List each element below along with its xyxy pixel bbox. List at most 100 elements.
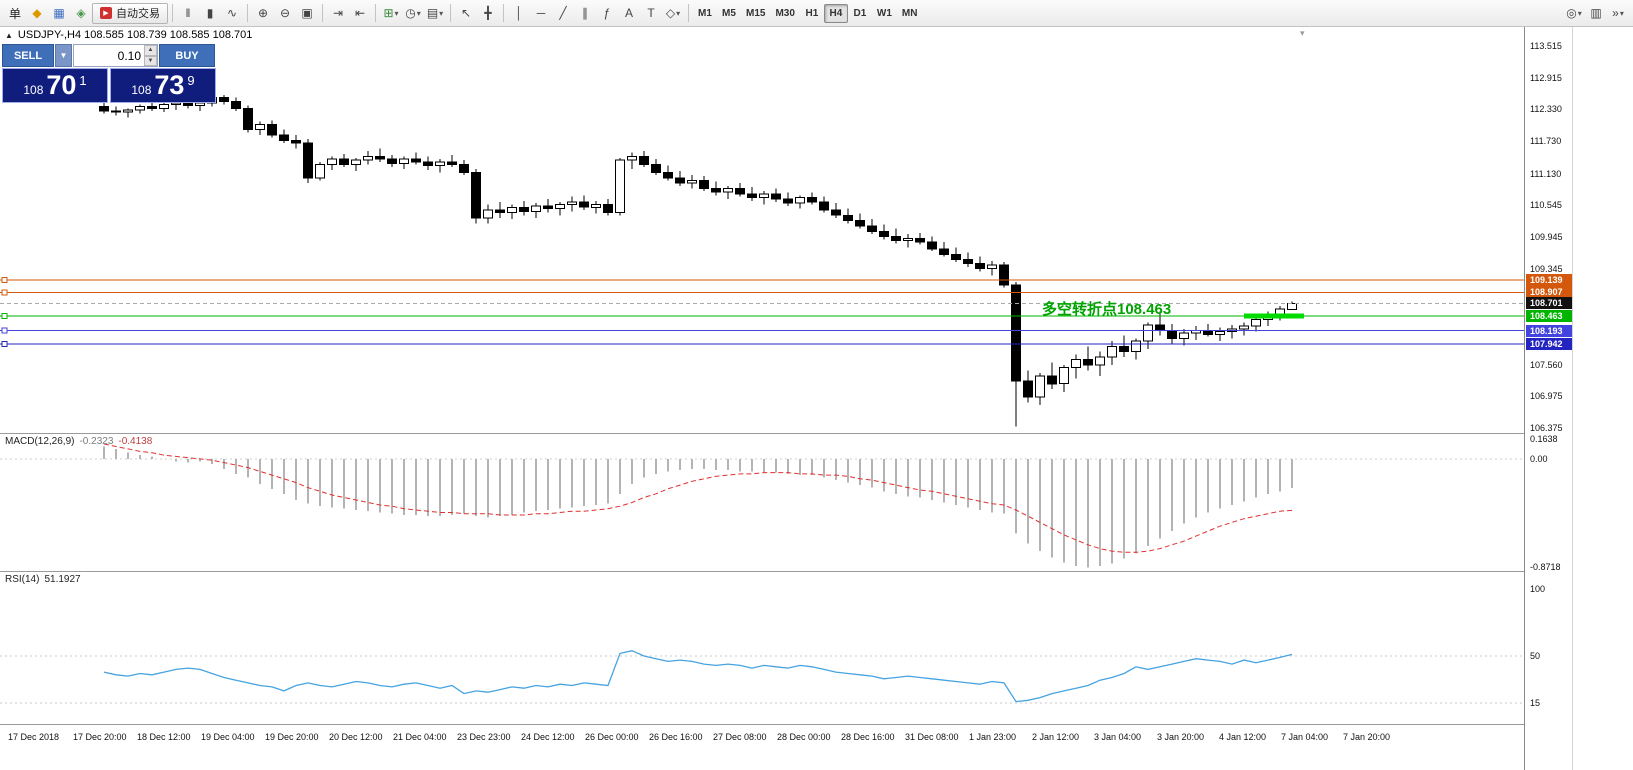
rsi-indicator-label: RSI(14) 51.1927 (5, 574, 81, 585)
volume-input[interactable] (74, 45, 157, 66)
window-list-button[interactable]: ▥ (1585, 3, 1607, 24)
price-scale-label: 112.915 (1530, 73, 1562, 84)
time-axis-label: 27 Dec 08:00 (713, 732, 767, 742)
navigator-icon[interactable]: ◈ (70, 3, 92, 24)
arrows-button[interactable]: ◇ ▾ (662, 3, 684, 24)
bar-chart-icon-glyph: ‖ (185, 6, 191, 20)
volume-spinner: ▲ ▼ (144, 45, 157, 66)
time-axis-label: 26 Dec 16:00 (649, 732, 703, 742)
rsi-plot[interactable] (0, 572, 1524, 724)
chart-window[interactable]: ▲ USDJPY-,H4 108.585 108.739 108.585 108… (0, 27, 1633, 770)
navigator-icon-glyph: ◈ (76, 6, 86, 20)
sell-price-sup: 1 (79, 73, 87, 88)
auto-scroll-icon[interactable]: ⇥ (327, 3, 349, 24)
trendline-icon[interactable]: ╱ (552, 3, 574, 24)
timeframe-h4-button[interactable]: H4 (823, 3, 848, 23)
panel-separator-macd-rsi[interactable] (0, 571, 1572, 572)
macd-scale-label: 0.1638 (1530, 433, 1558, 444)
toolbar-separator (247, 4, 248, 22)
timeframe-m5-button[interactable]: M5 (722, 7, 736, 19)
rsi-value: 51.1927 (44, 574, 81, 585)
text-icon[interactable]: A (618, 3, 640, 24)
timeframe-h1-button[interactable]: H1 (805, 7, 819, 19)
charts-icon[interactable]: ◆ (26, 3, 48, 24)
line-chart-icon[interactable]: ∿ (221, 3, 243, 24)
price-axis[interactable]: 113.515 112.915 112.330 111.730 111.130 110.5… (1524, 27, 1572, 770)
panel-separator-rsi-time (0, 724, 1572, 725)
line-chart-icon-glyph: ∿ (226, 6, 238, 20)
sell-price-display[interactable]: 108 70 1 (2, 68, 108, 103)
price-badge: 108.701 (1526, 297, 1572, 310)
time-axis-label: 26 Dec 00:00 (585, 732, 639, 742)
profiles-button[interactable]: ◷ ▾ (402, 3, 424, 24)
macd-plot[interactable] (0, 434, 1524, 571)
crosshair-icon-glyph: ╋ (484, 6, 492, 20)
timeframe-m1-button[interactable]: M1 (698, 7, 712, 19)
auto-trading-button[interactable]: ▶ 自动交易 (92, 2, 168, 24)
timeframe-w1-button[interactable]: W1 (876, 7, 892, 19)
toolbar-separator (172, 4, 173, 22)
collapse-panel-icon[interactable]: ▲ (5, 30, 13, 40)
toolbar-more-button[interactable]: » ▾ (1607, 3, 1629, 24)
fibonacci-icon[interactable]: ƒ (596, 3, 618, 24)
toolbar-separator (450, 4, 451, 22)
time-axis-label: 23 Dec 23:00 (457, 732, 511, 742)
price-scale-label: 110.545 (1530, 199, 1562, 210)
text-label-icon[interactable]: T (640, 3, 662, 24)
time-axis-label: 3 Jan 20:00 (1157, 732, 1205, 742)
window-list-button-glyph: ▥ (1590, 6, 1602, 20)
price-badge: 108.907 (1526, 286, 1572, 299)
tile-windows-icon[interactable]: ▣ (296, 3, 318, 24)
equidistant-channel-icon[interactable]: ∥ (574, 3, 596, 24)
new-chart-button[interactable]: ⊞ ▾ (380, 3, 402, 24)
dropdown-caret-icon: ▾ (1577, 8, 1582, 18)
rsi-scale-label: 100 (1530, 584, 1546, 595)
chart-title-text: USDJPY-,H4 108.585 108.739 108.585 108.7… (17, 29, 253, 41)
timeframe-mn-button[interactable]: MN (901, 7, 918, 19)
trade-options-dropdown[interactable]: ▼ (55, 44, 72, 67)
macd-indicator-label: MACD(12,26,9) -0.2323 -0.4138 (5, 436, 152, 447)
chart-shift-marker[interactable]: ▾ (1300, 28, 1305, 38)
market-watch-icon[interactable]: ▦ (48, 3, 70, 24)
price-scale-label: 106.375 (1530, 422, 1563, 433)
zoom-in-icon[interactable]: ⊕ (252, 3, 274, 24)
vertical-line-icon[interactable]: │ (508, 3, 530, 24)
sell-button[interactable]: SELL (2, 44, 54, 67)
cursor-icon-glyph: ↖ (460, 6, 472, 20)
symbol-search-button[interactable]: ◎ ▾ (1563, 3, 1585, 24)
plot-column[interactable] (0, 27, 1524, 770)
new-order-button[interactable]: 单 (4, 3, 26, 24)
cursor-icon[interactable]: ↖ (455, 3, 477, 24)
zoom-out-icon[interactable]: ⊖ (274, 3, 296, 24)
horizontal-line-icon[interactable]: ─ (530, 3, 552, 24)
toolbar-separator (322, 4, 323, 22)
buy-button[interactable]: BUY (159, 44, 215, 67)
buy-price-sup: 9 (187, 73, 195, 88)
volume-up-icon[interactable]: ▲ (144, 45, 157, 56)
timeframe-m15-button[interactable]: M15 (746, 7, 766, 19)
time-axis-label: 24 Dec 12:00 (521, 732, 575, 742)
buy-price-display[interactable]: 108 73 9 (110, 68, 216, 103)
toolbar-separator (375, 4, 376, 22)
timeframe-m30-button[interactable]: M30 (775, 7, 795, 19)
autotrading-icon: ▶ (100, 7, 112, 19)
volume-down-icon[interactable]: ▼ (144, 55, 157, 66)
timeframe-d1-button[interactable]: D1 (853, 7, 867, 19)
buy-price-main: 73 (154, 70, 185, 100)
chart-shift-icon[interactable]: ⇤ (349, 3, 371, 24)
candlestick-chart-icon[interactable]: ▮ (199, 3, 221, 24)
dropdown-caret-icon: ▾ (416, 8, 421, 18)
panel-separator-main-macd[interactable] (0, 433, 1572, 434)
price-chart-plot[interactable] (0, 27, 1524, 433)
crosshair-icon[interactable]: ╋ (477, 3, 499, 24)
time-axis-label: 28 Dec 16:00 (841, 732, 895, 742)
bar-chart-icon[interactable]: ‖ (177, 3, 199, 24)
new-chart-button-glyph: ⊞ (383, 6, 394, 20)
price-badge: 108.193 (1526, 324, 1572, 337)
turning-point-annotation[interactable]: 多空转折点108.463 (1042, 301, 1172, 318)
dropdown-caret-icon: ▾ (394, 8, 399, 18)
time-axis-label: 21 Dec 04:00 (393, 732, 447, 742)
time-axis[interactable]: 17 Dec 2018 17 Dec 20:00 18 Dec 12:00 19 De… (0, 725, 1572, 770)
time-axis-label: 31 Dec 08:00 (905, 732, 959, 742)
templates-button[interactable]: ▤ ▾ (424, 3, 446, 24)
